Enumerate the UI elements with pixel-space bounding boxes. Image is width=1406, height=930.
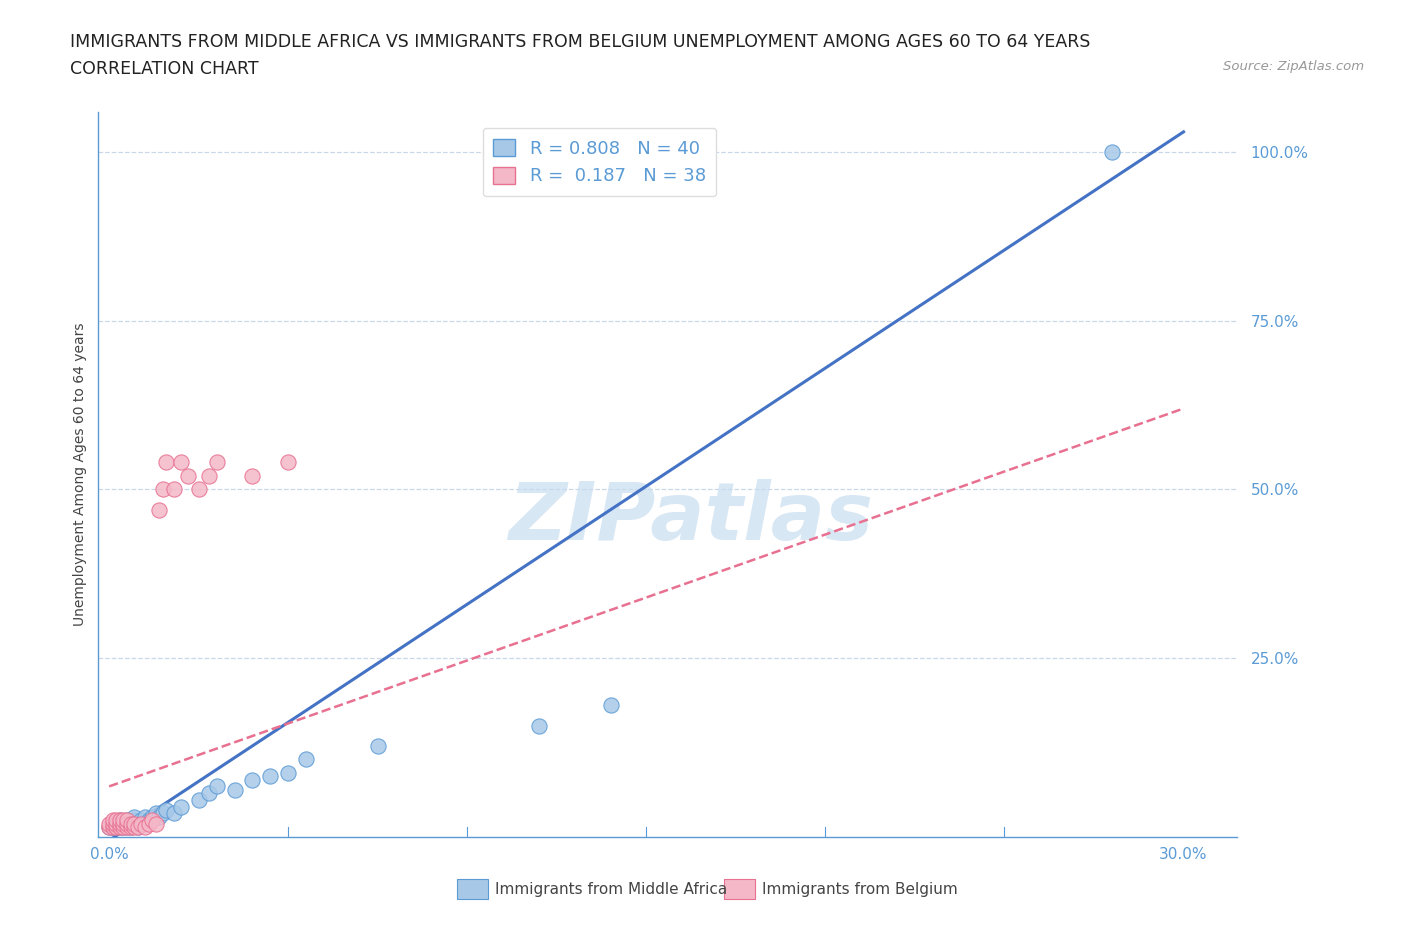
Point [127, 819, 149, 834]
Point [115, 819, 138, 834]
Point [105, 816, 128, 830]
Point [155, 803, 177, 817]
Y-axis label: Unemployment Among Ages 60 to 64 years: Unemployment Among Ages 60 to 64 years [73, 323, 87, 626]
Point [101, 813, 124, 828]
Point [122, 819, 145, 834]
Point [105, 819, 128, 834]
Text: CORRELATION CHART: CORRELATION CHART [70, 60, 259, 78]
Point [112, 813, 135, 828]
Point [98, 819, 121, 834]
Point [187, 482, 209, 497]
Text: Immigrants from Middle Africa: Immigrants from Middle Africa [495, 882, 727, 897]
Point [198, 786, 221, 801]
Point [98, 816, 121, 830]
Point [187, 792, 209, 807]
Point [98, 819, 121, 834]
Point [115, 813, 138, 828]
Point [148, 502, 170, 517]
Point [108, 813, 131, 828]
Point [242, 469, 264, 484]
Point [148, 809, 170, 824]
Point [115, 813, 138, 828]
Point [131, 813, 153, 828]
Point [120, 819, 142, 834]
Point [120, 816, 142, 830]
Text: IMMIGRANTS FROM MIDDLE AFRICA VS IMMIGRANTS FROM BELGIUM UNEMPLOYMENT AMONG AGES: IMMIGRANTS FROM MIDDLE AFRICA VS IMMIGRA… [70, 33, 1091, 50]
Point [198, 469, 221, 484]
Point [170, 799, 193, 814]
Text: Immigrants from Belgium: Immigrants from Belgium [762, 882, 957, 897]
Point [101, 819, 124, 834]
Point [108, 816, 131, 830]
Point [170, 455, 193, 470]
Point [122, 816, 145, 830]
Point [138, 813, 160, 828]
Legend: R = 0.808   N = 40, R =  0.187   N = 38: R = 0.808 N = 40, R = 0.187 N = 38 [482, 128, 717, 196]
Point [367, 738, 389, 753]
Point [108, 816, 131, 830]
Point [162, 806, 184, 821]
Point [105, 819, 128, 834]
Point [108, 819, 131, 834]
Point [152, 482, 174, 497]
Point [122, 813, 145, 828]
Point [145, 816, 167, 830]
Point [295, 752, 318, 767]
Point [277, 765, 299, 780]
Point [105, 813, 128, 828]
Point [101, 819, 124, 834]
Point [127, 816, 149, 830]
Point [177, 469, 200, 484]
Point [145, 806, 167, 821]
Point [138, 816, 160, 830]
Point [155, 455, 177, 470]
Point [599, 698, 621, 713]
Point [134, 809, 156, 824]
Point [134, 819, 156, 834]
Point [131, 816, 153, 830]
Point [120, 816, 142, 830]
Point [105, 816, 128, 830]
Point [120, 819, 142, 834]
Point [259, 769, 281, 784]
Point [127, 819, 149, 834]
Point [141, 813, 163, 828]
Text: ZIPatlas: ZIPatlas [508, 479, 873, 557]
Point [108, 819, 131, 834]
Point [122, 809, 145, 824]
Point [108, 813, 131, 828]
Text: Source: ZipAtlas.com: Source: ZipAtlas.com [1223, 60, 1364, 73]
Point [141, 809, 163, 824]
Point [277, 455, 299, 470]
Point [224, 782, 246, 797]
Point [112, 816, 135, 830]
Point [101, 819, 124, 834]
Point [205, 455, 228, 470]
Point [115, 819, 138, 834]
Point [242, 772, 264, 787]
Point [527, 718, 550, 733]
Point [101, 816, 124, 830]
Point [112, 819, 135, 834]
Point [112, 819, 135, 834]
Point [162, 482, 184, 497]
Point [1101, 145, 1123, 160]
Point [112, 816, 135, 830]
Point [152, 806, 174, 821]
Point [205, 779, 228, 794]
Point [115, 816, 138, 830]
